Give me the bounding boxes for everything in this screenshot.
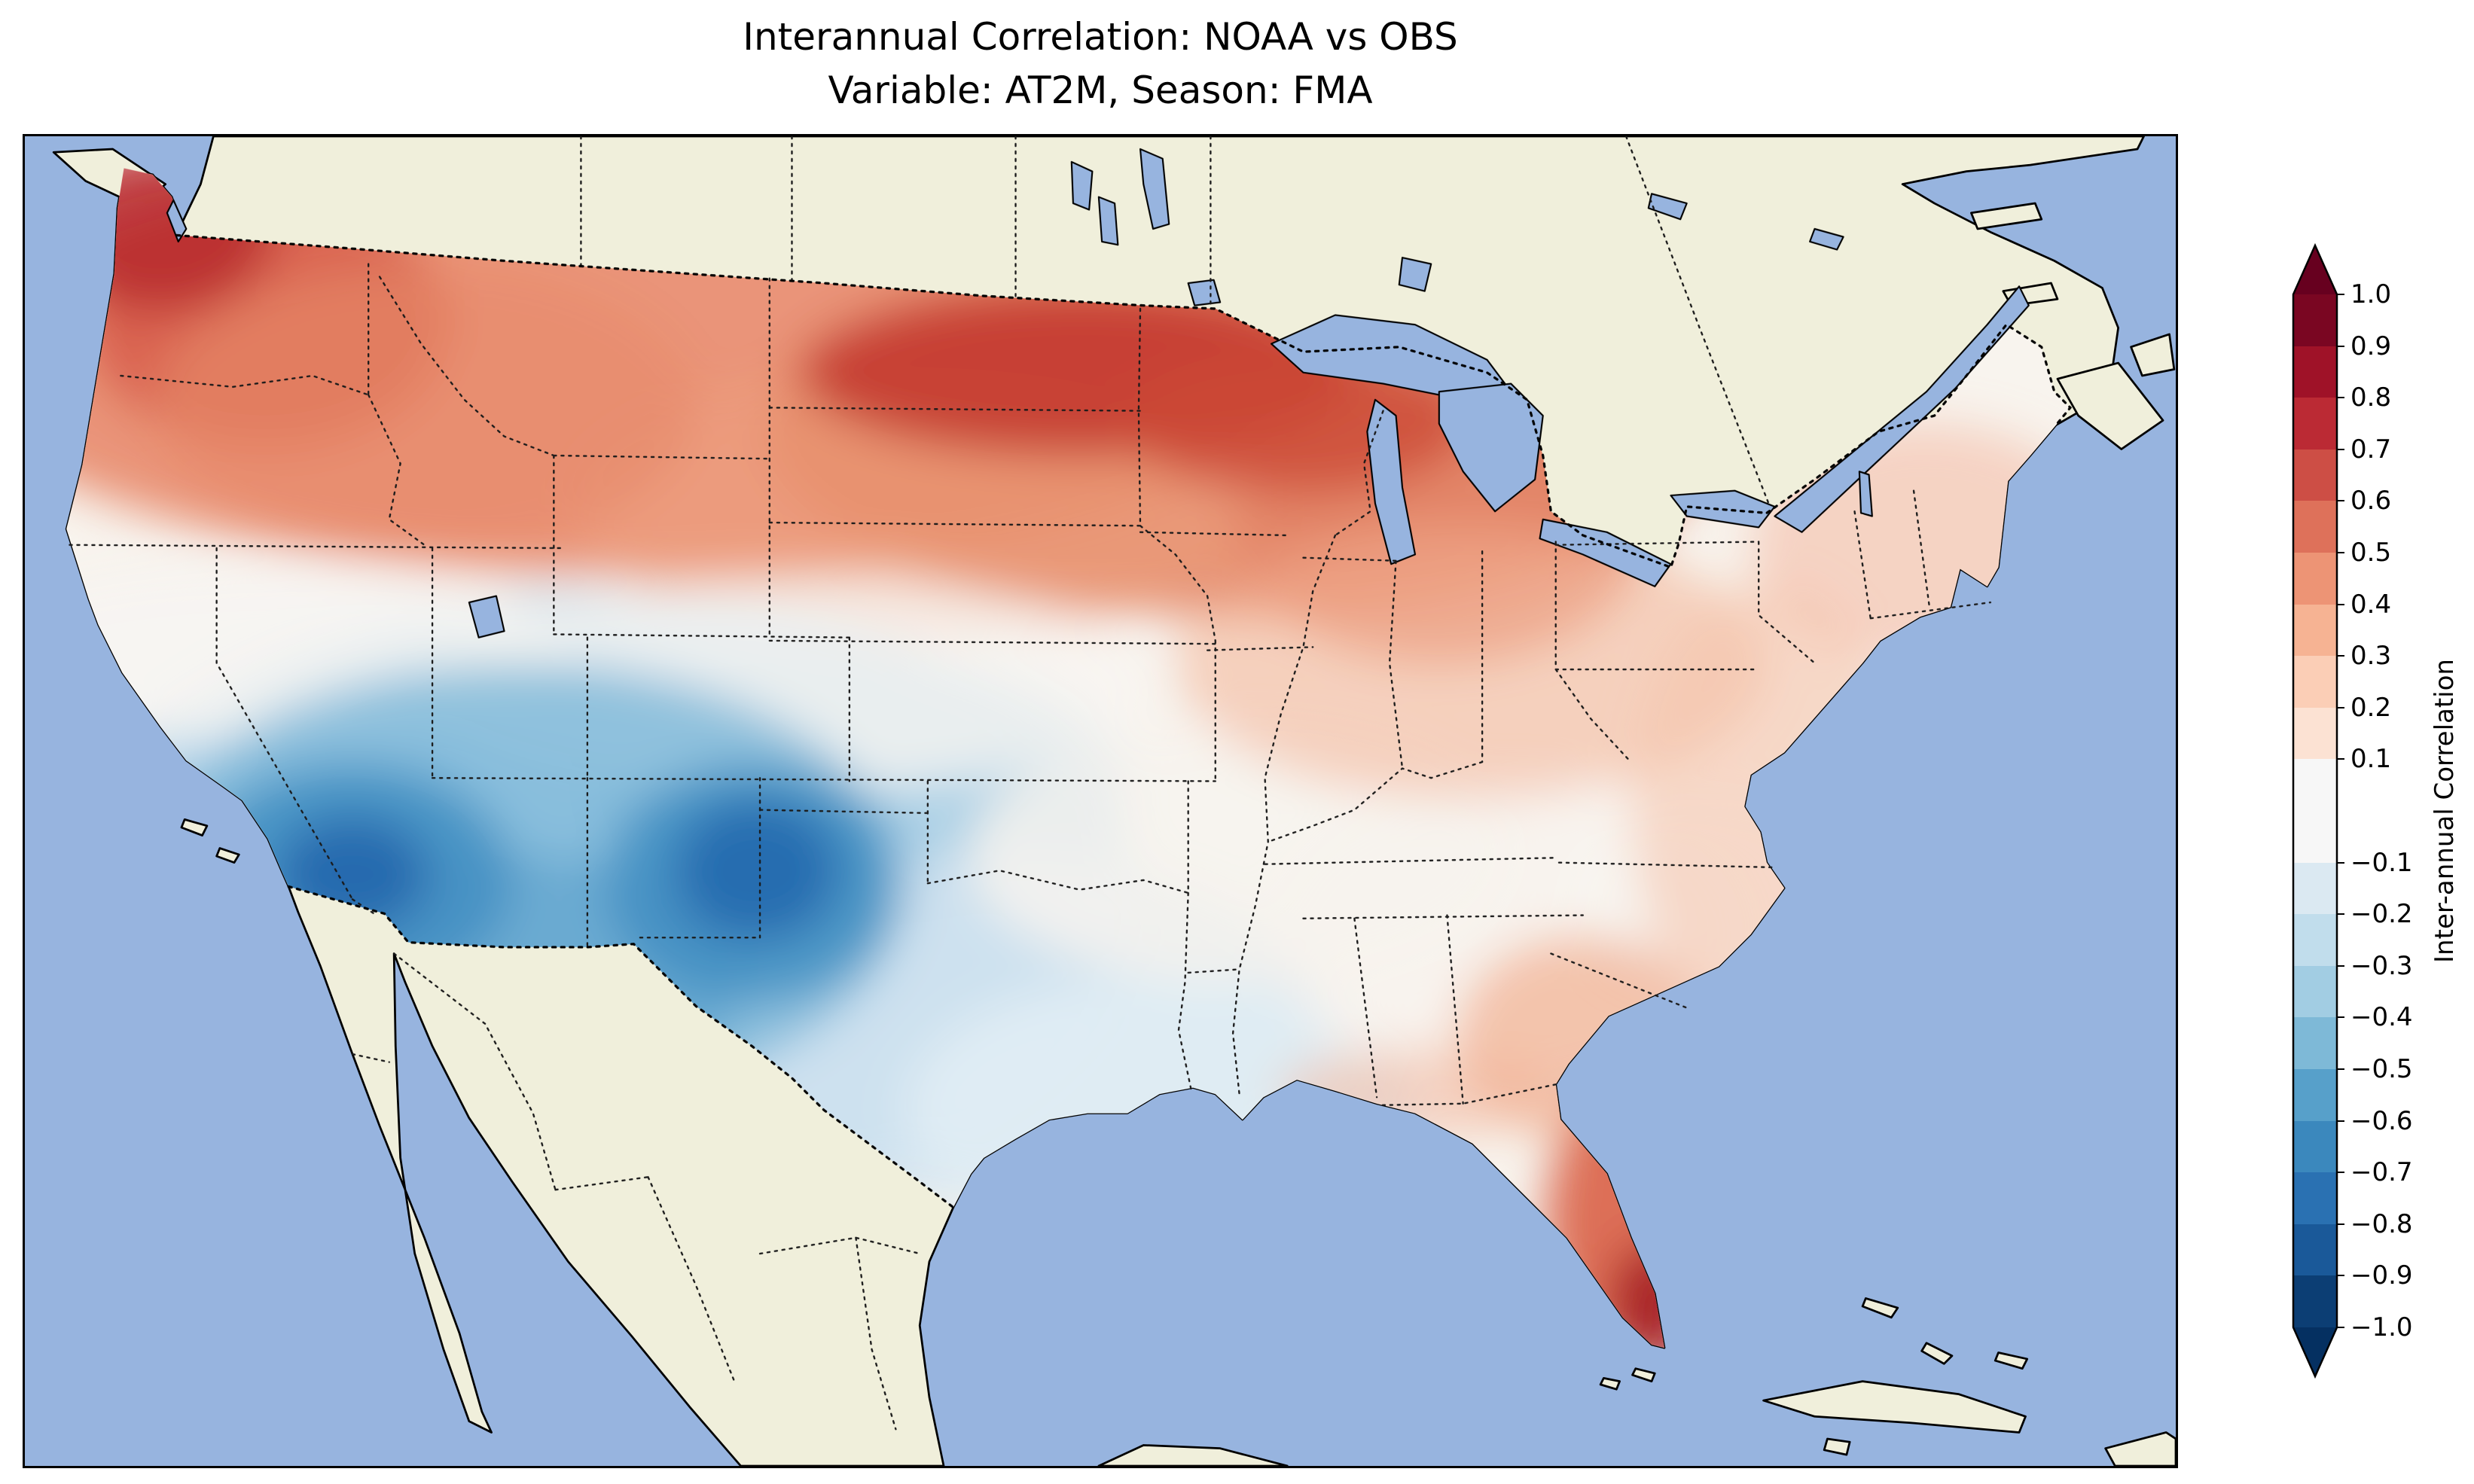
isle-of-youth — [1823, 1437, 1851, 1456]
colorbar-tick-label: 0.2 — [2350, 693, 2391, 723]
florida-keys — [1631, 1367, 1656, 1383]
colorbar-tick-label: −0.9 — [2350, 1260, 2413, 1291]
colorbar-band — [2293, 398, 2337, 449]
title-line-1: Interannual Correlation: NOAA vs OBS — [743, 15, 1458, 59]
lake-of-the-woods — [1187, 279, 1222, 306]
lake-winnipeg — [1139, 148, 1170, 230]
canada-mexico-admin-lines — [351, 136, 1771, 1431]
eastern-state-lines — [1264, 489, 1992, 1107]
colorbar-extend-over — [2293, 245, 2337, 294]
colorbar-tick-marks — [2337, 294, 2344, 1328]
colorbar-tick-label: 0.3 — [2350, 641, 2391, 671]
colorbar-band — [2293, 863, 2337, 914]
lake-winnipegosis — [1070, 160, 1094, 211]
western-state-lines — [69, 263, 1216, 952]
yucatan-coast — [1097, 1444, 1289, 1466]
colorbar-tick-labels: 1.0 0.9 0.8 0.7 0.6 0.5 0.4 0.3 0.2 0.1 … — [2350, 279, 2413, 1342]
colorbar-band — [2293, 656, 2337, 708]
colorbar-tick-label: 0.5 — [2350, 538, 2391, 568]
cape-breton-island — [2130, 333, 2176, 377]
colorbar-tick-label: 0.1 — [2350, 744, 2391, 774]
colorbar-band — [2293, 914, 2337, 966]
colorbar-band — [2293, 1121, 2337, 1172]
lake-huron — [1438, 382, 1544, 513]
colorbar-svg: 1.0 0.9 0.8 0.7 0.6 0.5 0.4 0.3 0.2 0.1 … — [2292, 242, 2460, 1379]
colorbar-tick-label: −0.8 — [2350, 1209, 2413, 1239]
colorbar-band — [2293, 966, 2337, 1017]
lake-nipigon — [1398, 257, 1432, 292]
colorbar-band — [2293, 1017, 2337, 1069]
bahamas-island — [1994, 1351, 2029, 1370]
colorbar-band — [2293, 708, 2337, 759]
channel-island — [180, 818, 209, 836]
canadian-lake — [1647, 193, 1688, 221]
colorbar-band — [2293, 1275, 2337, 1327]
anticosti-island — [1970, 202, 2043, 230]
colorbar: 1.0 0.9 0.8 0.7 0.6 0.5 0.4 0.3 0.2 0.1 … — [2263, 239, 2474, 1414]
colorbar-band — [2293, 759, 2337, 863]
colorbar-extend-under — [2293, 1327, 2337, 1376]
channel-island — [215, 847, 240, 864]
nova-scotia — [2056, 361, 2164, 450]
lake-erie — [1539, 518, 1672, 587]
colorbar-tick-label: −1.0 — [2350, 1312, 2413, 1342]
colorbar-band — [2293, 346, 2337, 398]
country-borders — [175, 233, 2073, 1209]
colorbar-band — [2293, 1172, 2337, 1224]
colorbar-band — [2293, 1224, 2337, 1275]
lake-champlain — [1858, 471, 1873, 517]
lakes — [166, 148, 2030, 638]
colorbar-tick-label: 1.0 — [2350, 279, 2391, 309]
colorbar-tick-label: −0.4 — [2350, 1002, 2413, 1032]
puget-sound — [166, 199, 188, 242]
map-axes — [23, 134, 2178, 1468]
us-canada-border — [175, 233, 2073, 569]
colorbar-tick-label: −0.2 — [2350, 899, 2413, 929]
central-state-lines — [758, 307, 1384, 1095]
colorbar-tick-label: 0.9 — [2350, 331, 2391, 361]
colorbar-tick-label: 0.4 — [2350, 590, 2391, 620]
cuba — [1762, 1380, 2027, 1434]
great-salt-lake — [468, 595, 505, 638]
colorbar-tick-label: −0.3 — [2350, 951, 2413, 981]
colorbar-tick-label: −0.7 — [2350, 1157, 2413, 1187]
figure-title: Interannual Correlation: NOAA vs OBS Var… — [743, 11, 1458, 117]
florida-keys — [1599, 1377, 1621, 1391]
colorbar-band — [2293, 1069, 2337, 1121]
colorbar-tick-label: 0.8 — [2350, 382, 2391, 413]
colorbar-band — [2293, 501, 2337, 553]
state-borders — [69, 136, 1992, 1431]
hispaniola-corner — [2104, 1431, 2176, 1466]
colorbar-bands — [2293, 245, 2337, 1376]
canadian-lake — [1809, 227, 1844, 251]
lake-michigan — [1366, 398, 1417, 565]
colorbar-band — [2293, 294, 2337, 346]
st-lawrence-river — [1774, 285, 2030, 533]
colorbar-band — [2293, 449, 2337, 501]
us-mexico-border — [287, 885, 955, 1209]
colorbar-tick-label: −0.5 — [2350, 1054, 2413, 1084]
bahamas-island — [1920, 1342, 1954, 1365]
colorbar-band — [2293, 605, 2337, 656]
title-line-2: Variable: AT2M, Season: FMA — [828, 69, 1373, 112]
colorbar-tick-label: −0.1 — [2350, 848, 2413, 878]
colorbar-tick-label: 0.7 — [2350, 434, 2391, 465]
bahamas-island — [1861, 1297, 1899, 1319]
colorbar-tick-label: 0.6 — [2350, 486, 2391, 516]
colorbar-tick-label: −0.6 — [2350, 1106, 2413, 1136]
correlation-map — [25, 136, 2176, 1466]
colorbar-axis-label: Inter-annual Correlation — [2430, 659, 2460, 963]
lake-manitoba — [1097, 196, 1119, 246]
colorbar-band — [2293, 553, 2337, 605]
